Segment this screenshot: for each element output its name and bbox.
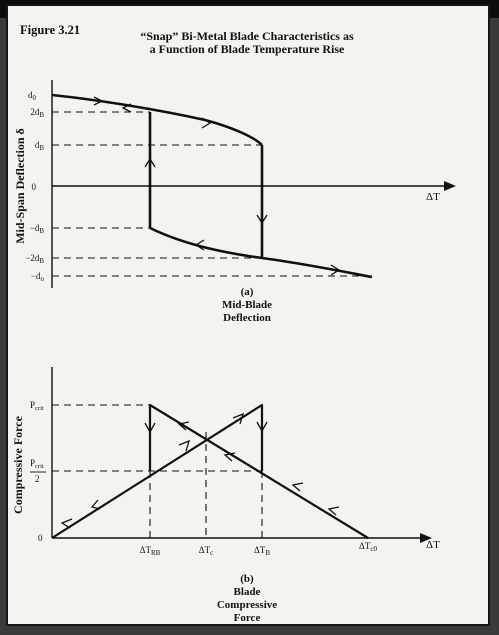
- force-x-axis-label: ΔT: [426, 539, 440, 551]
- force-heating-branch: [51, 403, 264, 539]
- arrow-icon: [90, 499, 101, 510]
- tick-pcrit-half-den: 2: [35, 474, 40, 484]
- deflection-x-axis-label: ΔT: [426, 191, 440, 203]
- caption-b-line2: Blade: [234, 586, 261, 598]
- tick-pcrit: Pcrit: [30, 400, 44, 412]
- arrow-icon: [223, 452, 236, 462]
- arrow-right-icon: [330, 264, 341, 276]
- arrow-icon: [60, 518, 73, 529]
- tick-pcrit-half-num: Pcrit: [30, 458, 44, 470]
- force-plot: Pcrit Pcrit 2 0 ΔTRB ΔTc ΔTB ΔTc0 Compre…: [11, 367, 440, 624]
- force-cooling-branch: [148, 403, 369, 539]
- tick-zero: 0: [32, 182, 37, 192]
- arrow-icon: [232, 412, 245, 425]
- arrow-right-icon: [201, 117, 212, 129]
- arrow-down-icon: [144, 422, 156, 434]
- arrow-up-icon: [144, 157, 156, 168]
- tick-dTRB: ΔTRB: [140, 545, 161, 557]
- caption-b-line3: Compressive: [217, 599, 277, 611]
- title-line2: a Function of Blade Temperature Rise: [150, 42, 345, 56]
- tick-neg-d0: −do: [31, 271, 45, 283]
- arrow-left-icon: [121, 103, 132, 113]
- deflection-upper-branch: [51, 93, 263, 146]
- deflection-y-axis-label: Mid-Span Deflection δ: [13, 128, 27, 244]
- caption-a-line2: Mid-Blade: [222, 299, 272, 311]
- title-line1: “Snap” Bi-Metal Blade Characteristics as: [140, 29, 354, 43]
- tick-neg-dB: −dB: [30, 223, 45, 235]
- caption-a-label: (a): [241, 286, 254, 298]
- tick-neg-2dB: −2dB: [25, 253, 44, 265]
- tick-dTB: ΔTB: [254, 545, 270, 557]
- force-x-axis-arrowhead: [420, 533, 432, 543]
- caption-b-label: (b): [240, 573, 254, 585]
- arrow-icon: [178, 439, 191, 452]
- arrow-icon: [327, 506, 340, 516]
- arrow-down-icon: [256, 214, 268, 225]
- arrow-left-icon: [194, 239, 205, 251]
- tick-d0: d0: [28, 90, 37, 102]
- arrow-icon: [177, 421, 190, 431]
- tick-dTc: ΔTc: [199, 545, 213, 557]
- caption-b-line4: Force: [234, 612, 261, 624]
- deflection-plot: d0 2dB dB 0 −dB −2dB −do Mid-Span Deflec…: [13, 80, 456, 324]
- tick-dB: dB: [35, 140, 45, 152]
- figure-page: [6, 4, 490, 626]
- tick-force-zero: 0: [38, 533, 43, 543]
- force-y-axis-label: Compressive Force: [11, 415, 25, 514]
- deflection-x-axis-arrowhead: [444, 181, 456, 191]
- tick-2dB: 2dB: [30, 107, 44, 119]
- tick-dTc0: ΔTc0: [359, 541, 377, 553]
- arrow-down-icon: [256, 421, 268, 433]
- arrow-right-icon: [93, 96, 104, 106]
- figure-label: Figure 3.21: [20, 23, 80, 37]
- caption-a-line3: Deflection: [223, 312, 271, 324]
- arrow-icon: [291, 482, 304, 492]
